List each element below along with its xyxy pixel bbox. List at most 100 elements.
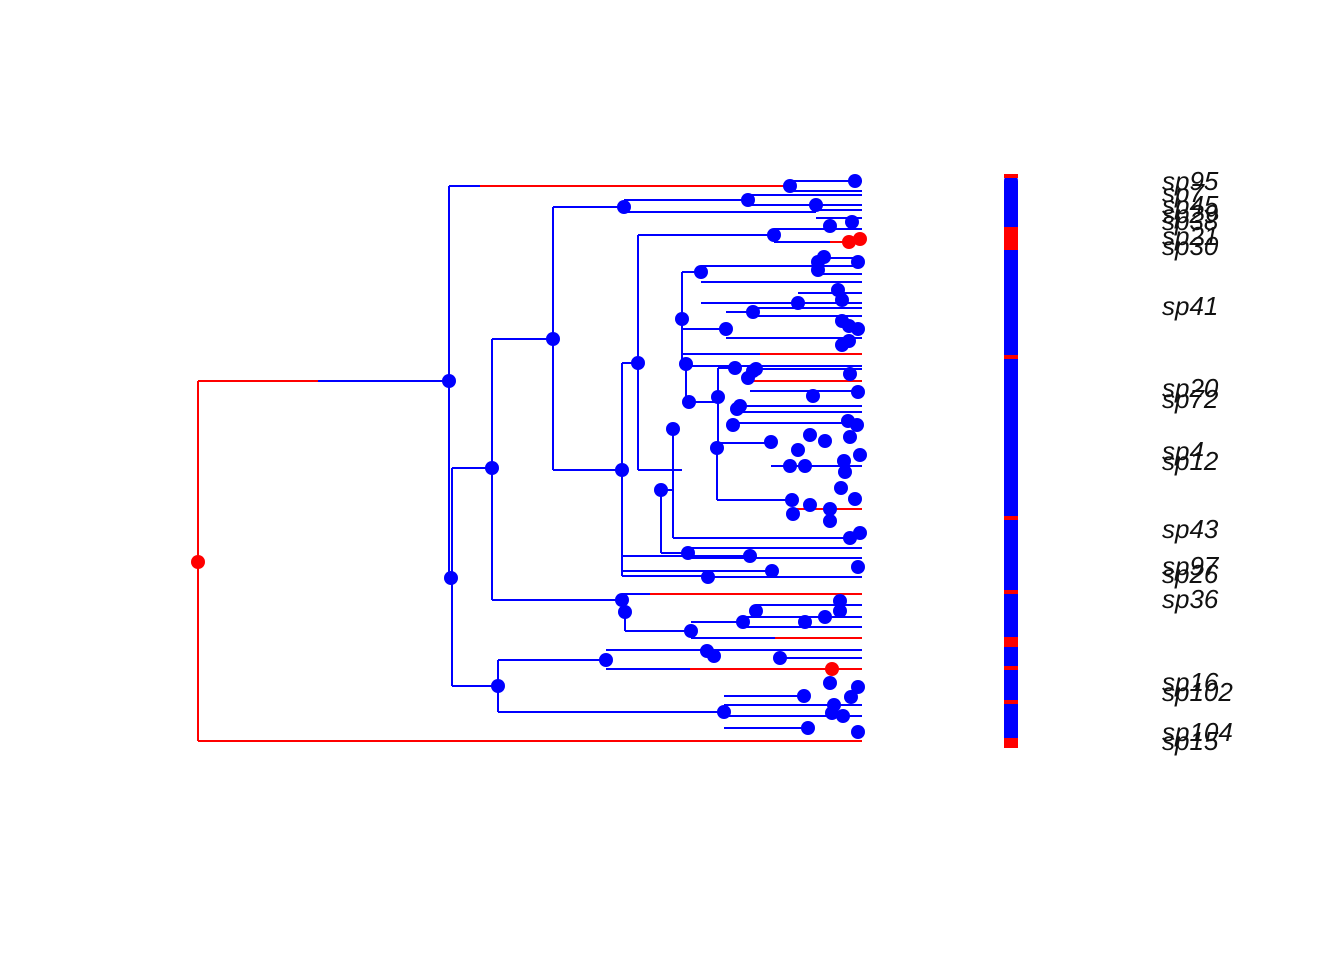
tree-node	[681, 546, 695, 560]
tree-node	[546, 332, 560, 346]
tree-node	[845, 215, 859, 229]
tree-node	[684, 624, 698, 638]
tree-node	[746, 305, 760, 319]
tree-node	[749, 604, 763, 618]
tree-node	[617, 200, 631, 214]
tree-node	[833, 594, 847, 608]
tree-node	[675, 312, 689, 326]
tree-node	[835, 338, 849, 352]
tree-node	[803, 498, 817, 512]
tip-label: sp16	[1162, 667, 1219, 697]
tip-label: sp29	[1162, 199, 1218, 229]
tree-node	[631, 356, 645, 370]
tip-state-red-segment	[1004, 590, 1018, 594]
tip-state-red-segment	[1004, 637, 1018, 647]
tree-node	[711, 390, 725, 404]
tree-node	[491, 679, 505, 693]
tip-label: sp12	[1162, 446, 1219, 476]
tree-node	[797, 689, 811, 703]
tree-node	[191, 555, 205, 569]
tree-node	[798, 615, 812, 629]
tip-label: sp95	[1162, 166, 1219, 196]
tree-node	[848, 174, 862, 188]
tree-node	[838, 465, 852, 479]
tree-node	[765, 564, 779, 578]
tree-node	[823, 676, 837, 690]
tip-label: sp45	[1162, 190, 1219, 220]
tree-node	[851, 680, 865, 694]
tip-state-red-segment	[1004, 666, 1018, 670]
tree-node	[694, 265, 708, 279]
tree-node	[666, 422, 680, 436]
tree-node	[803, 428, 817, 442]
tree-node	[825, 662, 839, 676]
tree-node	[834, 481, 848, 495]
tree-node	[442, 374, 456, 388]
tip-label: sp15	[1162, 726, 1219, 756]
tree-node	[741, 193, 755, 207]
tree-node	[682, 395, 696, 409]
tree-node	[791, 296, 805, 310]
tree-node	[485, 461, 499, 475]
tree-node	[615, 463, 629, 477]
tree-node	[783, 459, 797, 473]
tree-node	[850, 418, 864, 432]
tree-node	[853, 232, 867, 246]
tree-node	[851, 385, 865, 399]
tree-node	[654, 483, 668, 497]
tree-node	[785, 493, 799, 507]
tree-node	[730, 402, 744, 416]
tree-node	[726, 418, 740, 432]
tip-state-bar-background	[1004, 174, 1018, 748]
tree-node	[851, 322, 865, 336]
tip-state-bar	[1004, 174, 1018, 748]
tree-node	[843, 367, 857, 381]
tip-label: sp72	[1162, 384, 1219, 414]
tree-node	[844, 690, 858, 704]
tip-label: sp7	[1162, 178, 1205, 208]
tip-label: sp102	[1162, 677, 1233, 707]
tip-label: sp38	[1162, 206, 1219, 236]
tree-node	[749, 362, 763, 376]
tree-node	[701, 570, 715, 584]
tip-label: sp20	[1162, 373, 1219, 403]
tree-node	[818, 434, 832, 448]
tree-node	[823, 502, 837, 516]
tree-node	[842, 235, 856, 249]
tip-label: sp21	[1162, 221, 1218, 251]
tip-label: sp43	[1162, 514, 1219, 544]
tree-node	[728, 361, 742, 375]
tree-node	[801, 721, 815, 735]
tree-node	[833, 604, 847, 618]
tree-node	[818, 610, 832, 624]
tip-label: sp4	[1162, 436, 1204, 466]
tip-state-red-segment	[1004, 700, 1018, 704]
tree-node	[798, 459, 812, 473]
tree-node	[710, 441, 724, 455]
tree-node	[853, 526, 867, 540]
tree-node	[823, 219, 837, 233]
tip-label: sp36	[1162, 584, 1219, 614]
tree-node	[615, 593, 629, 607]
tip-label: sp30	[1162, 231, 1219, 261]
tree-node	[791, 443, 805, 457]
tree-node	[783, 179, 797, 193]
tip-state-red-segment	[1004, 227, 1018, 250]
tree-node	[618, 605, 632, 619]
tree-node	[786, 507, 800, 521]
tree-node	[811, 255, 825, 269]
tree-node	[836, 709, 850, 723]
tree-node	[851, 725, 865, 739]
tip-state-red-segment	[1004, 355, 1018, 359]
tree-node	[707, 649, 721, 663]
tree-node	[679, 357, 693, 371]
tree-node	[767, 228, 781, 242]
tree-node	[764, 435, 778, 449]
tree-node	[851, 560, 865, 574]
tree-node	[719, 322, 733, 336]
tree-node	[736, 615, 750, 629]
tip-state-red-segment	[1004, 516, 1018, 520]
tip-label: sp41	[1162, 291, 1218, 321]
